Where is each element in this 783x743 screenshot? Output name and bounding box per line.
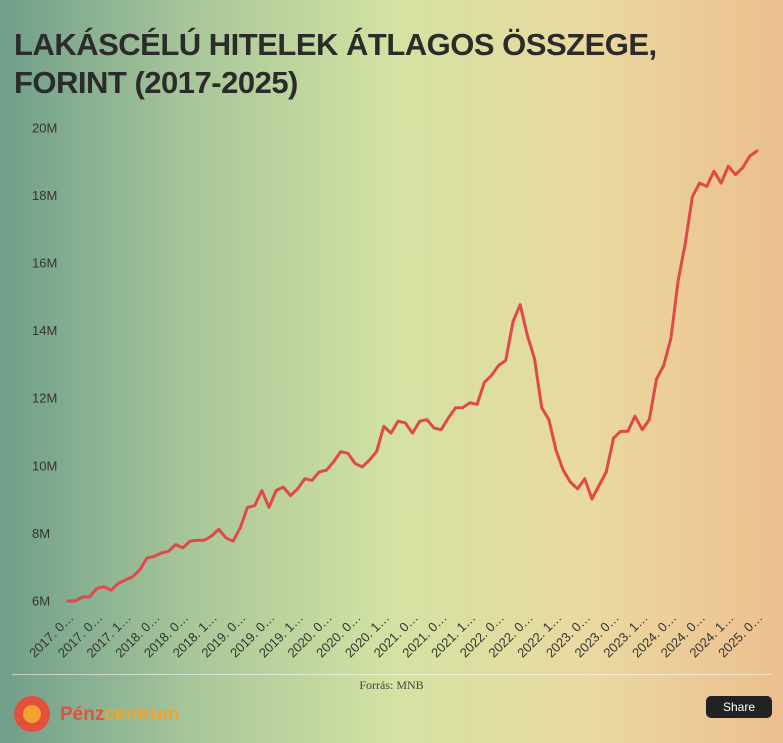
divider	[12, 674, 771, 675]
y-tick-label: 16M	[32, 256, 57, 271]
line	[66, 149, 759, 603]
y-tick-label: 12M	[32, 391, 57, 406]
chart-title: LAKÁSCÉLÚ HITELEK ÁTLAGOS ÖSSZEGE, FORIN…	[14, 27, 657, 100]
logo	[14, 696, 50, 732]
y-tick-label: 18M	[32, 188, 57, 203]
y-tick-label: 14M	[32, 323, 57, 338]
y-tick-label: 20M	[32, 120, 57, 135]
brand-second: centrum	[104, 704, 180, 725]
y-tick-label: 10M	[32, 458, 57, 473]
share-button[interactable]: Share	[706, 696, 772, 718]
brand-first: Pénz	[60, 704, 105, 725]
y-tick-label: 6M	[32, 593, 50, 608]
y-tick-label: 8M	[32, 526, 50, 541]
source: Forrás: MNB	[359, 678, 424, 692]
brand: Pénzcentrum	[60, 704, 179, 726]
